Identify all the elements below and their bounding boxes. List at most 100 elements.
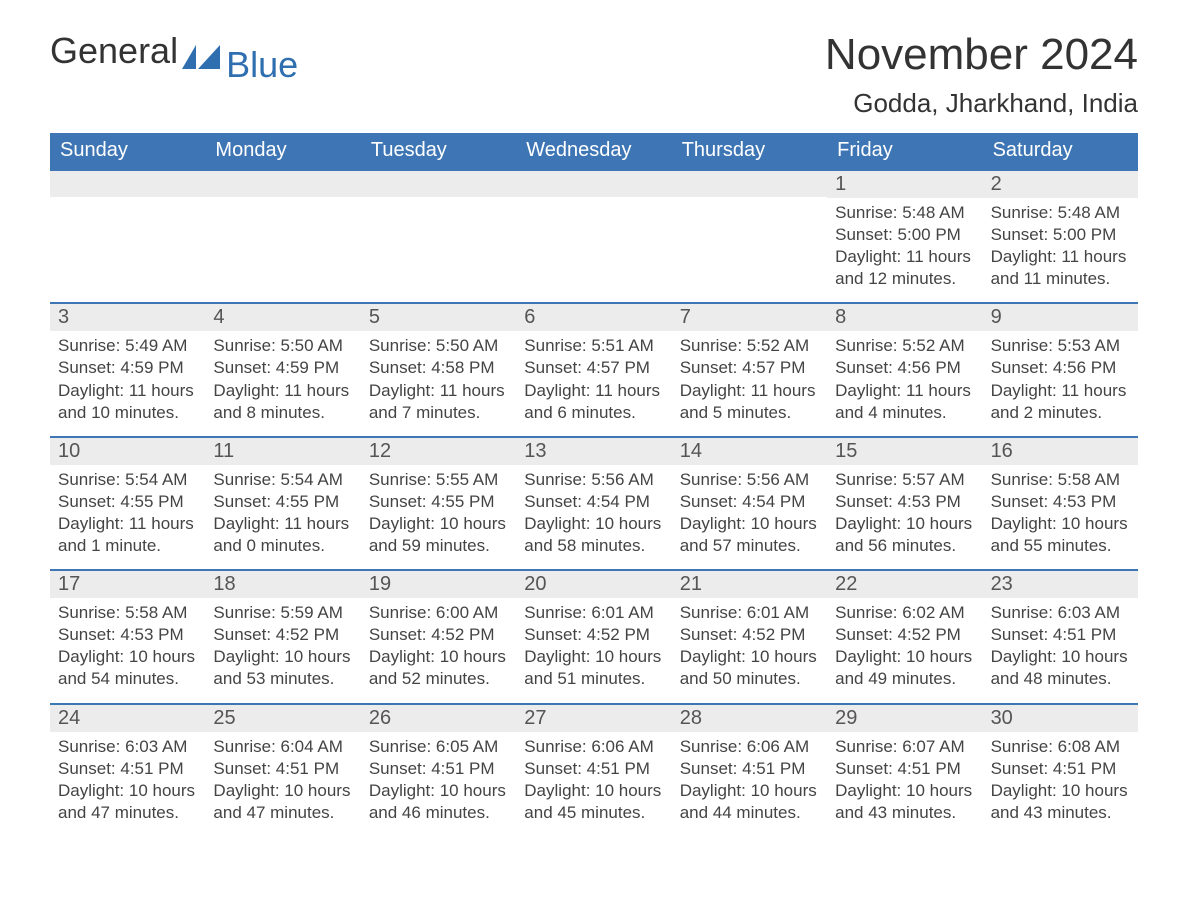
daylight-text-line1: Daylight: 10 hours: [213, 646, 352, 668]
day-cell: 17Sunrise: 5:58 AMSunset: 4:53 PMDayligh…: [50, 571, 205, 694]
day-cell: 13Sunrise: 5:56 AMSunset: 4:54 PMDayligh…: [516, 438, 671, 561]
day-cell: 23Sunrise: 6:03 AMSunset: 4:51 PMDayligh…: [983, 571, 1138, 694]
day-body: Sunrise: 6:04 AMSunset: 4:51 PMDaylight:…: [205, 732, 360, 828]
sunrise-text: Sunrise: 5:56 AM: [524, 469, 663, 491]
day-cell: 3Sunrise: 5:49 AMSunset: 4:59 PMDaylight…: [50, 304, 205, 427]
sunset-text: Sunset: 4:56 PM: [835, 357, 974, 379]
day-body: Sunrise: 5:58 AMSunset: 4:53 PMDaylight:…: [983, 465, 1138, 561]
day-body: Sunrise: 6:03 AMSunset: 4:51 PMDaylight:…: [983, 598, 1138, 694]
weekday-header-row: SundayMondayTuesdayWednesdayThursdayFrid…: [50, 133, 1138, 169]
sunset-text: Sunset: 4:55 PM: [213, 491, 352, 513]
day-number: 16: [983, 438, 1138, 465]
daylight-text-line2: and 7 minutes.: [369, 402, 508, 424]
day-body: Sunrise: 5:52 AMSunset: 4:57 PMDaylight:…: [672, 331, 827, 427]
day-cell: 2Sunrise: 5:48 AMSunset: 5:00 PMDaylight…: [983, 171, 1138, 294]
sunrise-text: Sunrise: 6:08 AM: [991, 736, 1130, 758]
sunset-text: Sunset: 4:52 PM: [369, 624, 508, 646]
day-number: 20: [516, 571, 671, 598]
day-body: Sunrise: 6:05 AMSunset: 4:51 PMDaylight:…: [361, 732, 516, 828]
day-body: Sunrise: 6:07 AMSunset: 4:51 PMDaylight:…: [827, 732, 982, 828]
daylight-text-line2: and 59 minutes.: [369, 535, 508, 557]
day-body: Sunrise: 5:50 AMSunset: 4:59 PMDaylight:…: [205, 331, 360, 427]
sunset-text: Sunset: 4:56 PM: [991, 357, 1130, 379]
daylight-text-line2: and 11 minutes.: [991, 268, 1130, 290]
title-block: November 2024 Godda, Jharkhand, India: [825, 30, 1138, 119]
day-body: Sunrise: 5:58 AMSunset: 4:53 PMDaylight:…: [50, 598, 205, 694]
day-number: 1: [827, 171, 982, 198]
daylight-text-line2: and 46 minutes.: [369, 802, 508, 824]
day-body: Sunrise: 5:49 AMSunset: 4:59 PMDaylight:…: [50, 331, 205, 427]
day-cell: 19Sunrise: 6:00 AMSunset: 4:52 PMDayligh…: [361, 571, 516, 694]
day-cell: 18Sunrise: 5:59 AMSunset: 4:52 PMDayligh…: [205, 571, 360, 694]
daylight-text-line1: Daylight: 11 hours: [58, 380, 197, 402]
day-body: Sunrise: 5:52 AMSunset: 4:56 PMDaylight:…: [827, 331, 982, 427]
day-number: 29: [827, 705, 982, 732]
weekday-header-cell: Sunday: [50, 133, 205, 169]
day-cell: 6Sunrise: 5:51 AMSunset: 4:57 PMDaylight…: [516, 304, 671, 427]
daylight-text-line2: and 47 minutes.: [58, 802, 197, 824]
sunset-text: Sunset: 4:52 PM: [213, 624, 352, 646]
day-body: Sunrise: 5:56 AMSunset: 4:54 PMDaylight:…: [516, 465, 671, 561]
day-cell: 28Sunrise: 6:06 AMSunset: 4:51 PMDayligh…: [672, 705, 827, 828]
day-number: [516, 171, 671, 197]
day-number: 22: [827, 571, 982, 598]
sunrise-text: Sunrise: 6:05 AM: [369, 736, 508, 758]
sunset-text: Sunset: 4:51 PM: [524, 758, 663, 780]
day-body: Sunrise: 5:53 AMSunset: 4:56 PMDaylight:…: [983, 331, 1138, 427]
sunrise-text: Sunrise: 6:01 AM: [524, 602, 663, 624]
sunrise-text: Sunrise: 6:06 AM: [524, 736, 663, 758]
day-number: [50, 171, 205, 197]
daylight-text-line1: Daylight: 11 hours: [991, 380, 1130, 402]
daylight-text-line2: and 49 minutes.: [835, 668, 974, 690]
day-cell: 26Sunrise: 6:05 AMSunset: 4:51 PMDayligh…: [361, 705, 516, 828]
day-number: 10: [50, 438, 205, 465]
sunrise-text: Sunrise: 6:01 AM: [680, 602, 819, 624]
sunrise-text: Sunrise: 5:50 AM: [213, 335, 352, 357]
daylight-text-line1: Daylight: 11 hours: [213, 380, 352, 402]
daylight-text-line1: Daylight: 10 hours: [369, 780, 508, 802]
day-number: 23: [983, 571, 1138, 598]
day-body: Sunrise: 5:54 AMSunset: 4:55 PMDaylight:…: [205, 465, 360, 561]
daylight-text-line1: Daylight: 11 hours: [680, 380, 819, 402]
sunrise-text: Sunrise: 5:50 AM: [369, 335, 508, 357]
day-cell: 9Sunrise: 5:53 AMSunset: 4:56 PMDaylight…: [983, 304, 1138, 427]
sunset-text: Sunset: 4:59 PM: [58, 357, 197, 379]
day-cell: 30Sunrise: 6:08 AMSunset: 4:51 PMDayligh…: [983, 705, 1138, 828]
day-cell: 12Sunrise: 5:55 AMSunset: 4:55 PMDayligh…: [361, 438, 516, 561]
day-body: Sunrise: 6:06 AMSunset: 4:51 PMDaylight:…: [672, 732, 827, 828]
brand-blue-text: Blue: [226, 44, 298, 86]
sunrise-text: Sunrise: 5:59 AM: [213, 602, 352, 624]
sunset-text: Sunset: 4:58 PM: [369, 357, 508, 379]
week-row: 10Sunrise: 5:54 AMSunset: 4:55 PMDayligh…: [50, 436, 1138, 569]
day-cell: 20Sunrise: 6:01 AMSunset: 4:52 PMDayligh…: [516, 571, 671, 694]
sunrise-text: Sunrise: 5:48 AM: [991, 202, 1130, 224]
sunrise-text: Sunrise: 5:53 AM: [991, 335, 1130, 357]
daylight-text-line2: and 12 minutes.: [835, 268, 974, 290]
day-body: Sunrise: 5:51 AMSunset: 4:57 PMDaylight:…: [516, 331, 671, 427]
weekday-header-cell: Friday: [827, 133, 982, 169]
daylight-text-line1: Daylight: 10 hours: [524, 513, 663, 535]
daylight-text-line2: and 57 minutes.: [680, 535, 819, 557]
sunrise-text: Sunrise: 5:52 AM: [680, 335, 819, 357]
day-number: 11: [205, 438, 360, 465]
sunset-text: Sunset: 4:51 PM: [991, 624, 1130, 646]
daylight-text-line2: and 52 minutes.: [369, 668, 508, 690]
daylight-text-line1: Daylight: 10 hours: [680, 513, 819, 535]
sunset-text: Sunset: 4:52 PM: [524, 624, 663, 646]
daylight-text-line2: and 56 minutes.: [835, 535, 974, 557]
daylight-text-line1: Daylight: 10 hours: [524, 780, 663, 802]
day-body: Sunrise: 6:06 AMSunset: 4:51 PMDaylight:…: [516, 732, 671, 828]
sunset-text: Sunset: 4:52 PM: [835, 624, 974, 646]
sunset-text: Sunset: 4:55 PM: [369, 491, 508, 513]
daylight-text-line1: Daylight: 10 hours: [680, 646, 819, 668]
weekday-header-cell: Thursday: [672, 133, 827, 169]
day-body: Sunrise: 6:01 AMSunset: 4:52 PMDaylight:…: [672, 598, 827, 694]
daylight-text-line1: Daylight: 10 hours: [58, 646, 197, 668]
sunrise-text: Sunrise: 5:55 AM: [369, 469, 508, 491]
calendar: SundayMondayTuesdayWednesdayThursdayFrid…: [50, 133, 1138, 836]
weekday-header-cell: Saturday: [983, 133, 1138, 169]
sunrise-text: Sunrise: 5:49 AM: [58, 335, 197, 357]
daylight-text-line1: Daylight: 10 hours: [835, 780, 974, 802]
day-cell: 14Sunrise: 5:56 AMSunset: 4:54 PMDayligh…: [672, 438, 827, 561]
sunset-text: Sunset: 4:54 PM: [524, 491, 663, 513]
